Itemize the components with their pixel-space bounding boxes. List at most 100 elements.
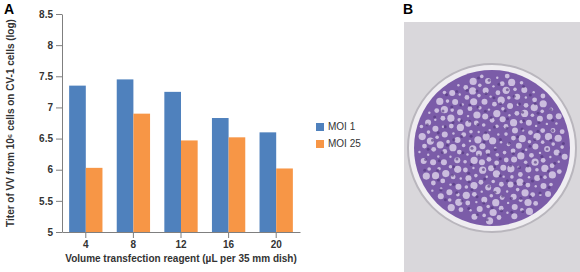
- plaque: [535, 125, 537, 127]
- plaque: [497, 133, 499, 135]
- stain-speck: [508, 142, 511, 145]
- plaque: [457, 84, 459, 86]
- bar: [117, 79, 134, 232]
- stain-speck: [506, 88, 509, 91]
- plaque: [544, 146, 550, 152]
- stain-speck: [518, 102, 521, 105]
- plaque: [474, 174, 478, 178]
- plaque: [492, 102, 497, 107]
- stain-speck: [521, 111, 524, 114]
- plaque: [470, 182, 477, 189]
- plaque: [455, 184, 461, 190]
- stain-speck: [533, 138, 536, 141]
- plaque: [549, 156, 551, 158]
- plaque: [449, 144, 456, 151]
- stain-speck: [504, 109, 507, 112]
- stain-speck: [499, 138, 502, 141]
- plaque: [457, 150, 462, 155]
- tick: 7: [47, 102, 62, 113]
- plaque: [468, 106, 473, 111]
- plaque: [477, 94, 481, 98]
- stain-speck: [451, 174, 454, 177]
- plaque: [531, 159, 538, 166]
- stain-speck: [538, 121, 541, 124]
- plaque: [448, 198, 452, 202]
- plaque: [472, 167, 474, 169]
- plaque: [476, 150, 482, 156]
- stain-speck: [551, 119, 554, 122]
- plaque: [539, 152, 541, 154]
- stain-speck: [446, 144, 449, 147]
- stain-speck: [477, 106, 480, 109]
- plaque: [493, 110, 500, 117]
- tick: 5.5: [39, 196, 62, 207]
- plaque: [449, 90, 455, 96]
- stain-speck: [487, 153, 490, 156]
- legend-label: MOI 1: [328, 121, 356, 132]
- plaque: [508, 114, 510, 116]
- plaque: [531, 113, 535, 117]
- plaque: [479, 180, 484, 185]
- stain-speck: [494, 191, 497, 194]
- plaque: [419, 133, 426, 140]
- plaque: [541, 158, 546, 163]
- plaque: [503, 87, 510, 94]
- plaque: [504, 158, 509, 163]
- plaque: [441, 159, 447, 165]
- stain-speck: [452, 138, 455, 141]
- plaque: [470, 78, 477, 85]
- stain-speck: [493, 126, 496, 129]
- tick: 5: [47, 227, 62, 238]
- stain-speck: [490, 116, 493, 119]
- tick-label: 7: [47, 102, 53, 113]
- tick-mark: [85, 232, 86, 238]
- plaque: [545, 191, 551, 197]
- plate-photo: [404, 22, 580, 272]
- stain-speck: [540, 155, 543, 158]
- plaque: [550, 107, 554, 111]
- plaque: [485, 184, 491, 190]
- tick: 8.5: [39, 9, 62, 20]
- plaque: [452, 99, 458, 105]
- plaque: [517, 152, 524, 159]
- plaque: [469, 140, 471, 142]
- stain-speck: [437, 131, 440, 134]
- plaque: [422, 144, 427, 149]
- plaques: [418, 74, 567, 225]
- plaque: [436, 98, 443, 105]
- tick-mark: [181, 232, 182, 238]
- stain-speck: [492, 96, 495, 99]
- stain-speck: [521, 127, 524, 130]
- tick: 7.5: [39, 71, 62, 82]
- stain-speck: [494, 148, 497, 151]
- plaque: [490, 209, 497, 216]
- stain-speck: [431, 139, 434, 142]
- plaque: [499, 182, 504, 187]
- stain-speck: [482, 168, 485, 171]
- plaque: [465, 95, 470, 100]
- plaque: [555, 135, 562, 142]
- plaque: [488, 129, 490, 131]
- stain-speck: [499, 174, 502, 177]
- stain-speck: [546, 148, 549, 151]
- plaque: [451, 175, 456, 180]
- plaque: [512, 204, 518, 210]
- plaque: [560, 129, 565, 134]
- tick: 6.5: [39, 133, 62, 144]
- panel-label: B: [403, 1, 413, 17]
- stain-speck: [534, 161, 537, 164]
- stain-speck: [484, 110, 487, 113]
- tick: 8: [47, 40, 62, 51]
- plaque: [427, 138, 434, 145]
- plaque: [454, 157, 460, 163]
- plaque: [511, 213, 517, 219]
- plaque: [489, 137, 496, 144]
- tick-label: 8: [47, 40, 53, 51]
- plaque: [435, 135, 439, 139]
- plaque: [504, 132, 508, 136]
- plaque: [521, 189, 528, 196]
- stain-speck: [505, 127, 508, 130]
- plaque: [521, 110, 528, 117]
- stain-speck: [467, 172, 470, 175]
- plaque: [420, 125, 424, 129]
